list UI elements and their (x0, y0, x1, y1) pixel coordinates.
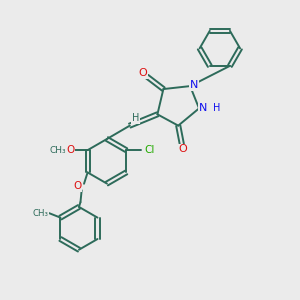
Text: N: N (190, 80, 199, 90)
Text: Cl: Cl (144, 145, 154, 155)
Text: H: H (213, 103, 220, 113)
Text: O: O (74, 181, 82, 191)
Text: H: H (132, 113, 139, 124)
Text: CH₃: CH₃ (49, 146, 66, 154)
Text: N: N (199, 103, 208, 113)
Text: O: O (178, 144, 188, 154)
Text: O: O (66, 145, 74, 155)
Text: O: O (138, 68, 147, 78)
Text: CH₃: CH₃ (32, 209, 48, 218)
